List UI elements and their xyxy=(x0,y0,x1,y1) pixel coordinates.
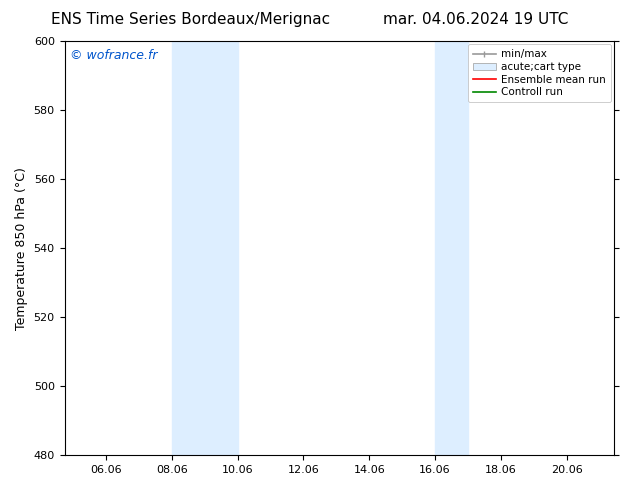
Bar xyxy=(172,41,238,455)
Text: mar. 04.06.2024 19 UTC: mar. 04.06.2024 19 UTC xyxy=(383,12,568,27)
Legend: min/max, acute;cart type, Ensemble mean run, Controll run: min/max, acute;cart type, Ensemble mean … xyxy=(468,44,611,102)
Bar xyxy=(435,41,468,455)
Text: ENS Time Series Bordeaux/Merignac: ENS Time Series Bordeaux/Merignac xyxy=(51,12,330,27)
Y-axis label: Temperature 850 hPa (°C): Temperature 850 hPa (°C) xyxy=(15,167,28,330)
Text: © wofrance.fr: © wofrance.fr xyxy=(70,49,157,62)
